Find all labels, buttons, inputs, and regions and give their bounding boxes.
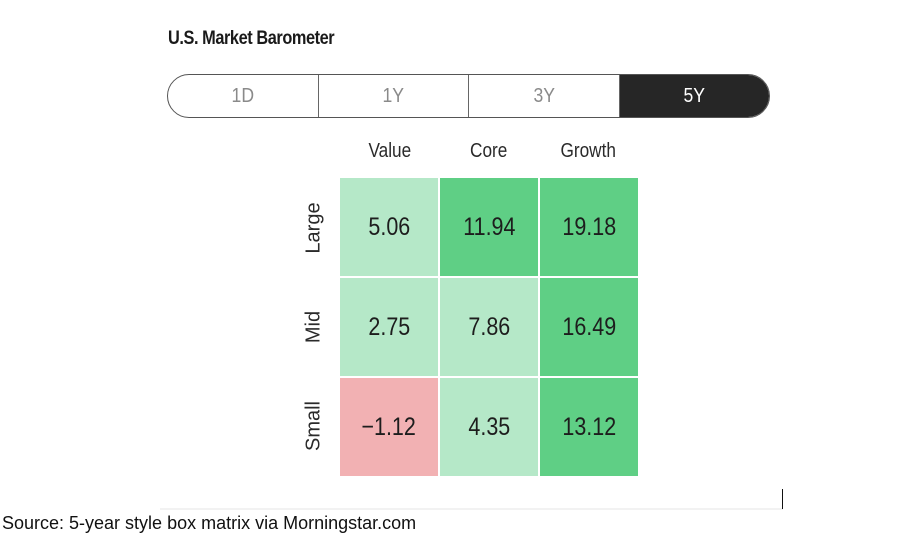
cell-large-core: 11.94 [440,178,538,276]
cell-small-core-text: 4.35 [468,412,510,441]
row-header-small-label: Small [302,401,325,452]
cell-mid-value-text: 2.75 [368,312,410,341]
cell-large-core-text: 11.94 [462,212,516,241]
tab-1d[interactable]: 1D [168,75,319,117]
source-caption: Source: 5-year style box matrix via Morn… [2,513,417,533]
row-header-mid-label: Mid [302,310,325,344]
column-header-growth-label: Growth [560,140,617,162]
column-headers: Value Core Growth [340,140,638,163]
bottom-divider [160,508,783,510]
cell-mid-growth: 16.49 [540,278,638,376]
row-header-large: Large [296,178,332,277]
cell-large-growth-text: 19.18 [562,212,616,241]
column-header-growth: Growth [539,140,638,163]
cell-mid-growth-text: 16.49 [562,312,616,341]
text-cursor [782,489,783,509]
row-header-large-label: Large [302,202,325,254]
cell-small-growth-text: 13.12 [562,412,616,441]
cell-large-value: 5.06 [340,178,438,276]
cell-small-growth: 13.12 [540,378,638,476]
style-box-matrix: 5.06 11.94 19.18 2.75 7.86 16.49 −1.12 4… [340,178,638,476]
column-header-core: Core [439,140,538,163]
cell-small-core: 4.35 [440,378,538,476]
cell-mid-value: 2.75 [340,278,438,376]
column-header-value: Value [340,140,439,163]
cell-mid-core: 7.86 [440,278,538,376]
row-header-mid: Mid [296,277,332,376]
tab-3y-label: 3Y [532,84,555,107]
row-header-small: Small [296,377,332,476]
chart-title: U.S. Market Barometer [168,28,335,49]
column-header-value-label: Value [368,140,412,162]
cell-large-growth: 19.18 [540,178,638,276]
tab-1y-label: 1Y [382,84,405,107]
cell-small-value: −1.12 [340,378,438,476]
cell-mid-core-text: 7.86 [468,312,510,341]
column-header-core-label: Core [470,140,508,162]
cell-large-value-text: 5.06 [368,212,410,241]
tab-1y[interactable]: 1Y [319,75,469,117]
tab-1d-label: 1D [231,84,254,107]
cell-small-value-text: −1.12 [361,412,417,441]
tab-5y[interactable]: 5Y [619,75,769,117]
tab-3y[interactable]: 3Y [469,75,620,117]
row-headers: Large Mid Small [296,178,332,476]
tab-5y-label: 5Y [683,84,706,107]
period-selector: 1D 1Y 3Y 5Y [167,74,770,118]
